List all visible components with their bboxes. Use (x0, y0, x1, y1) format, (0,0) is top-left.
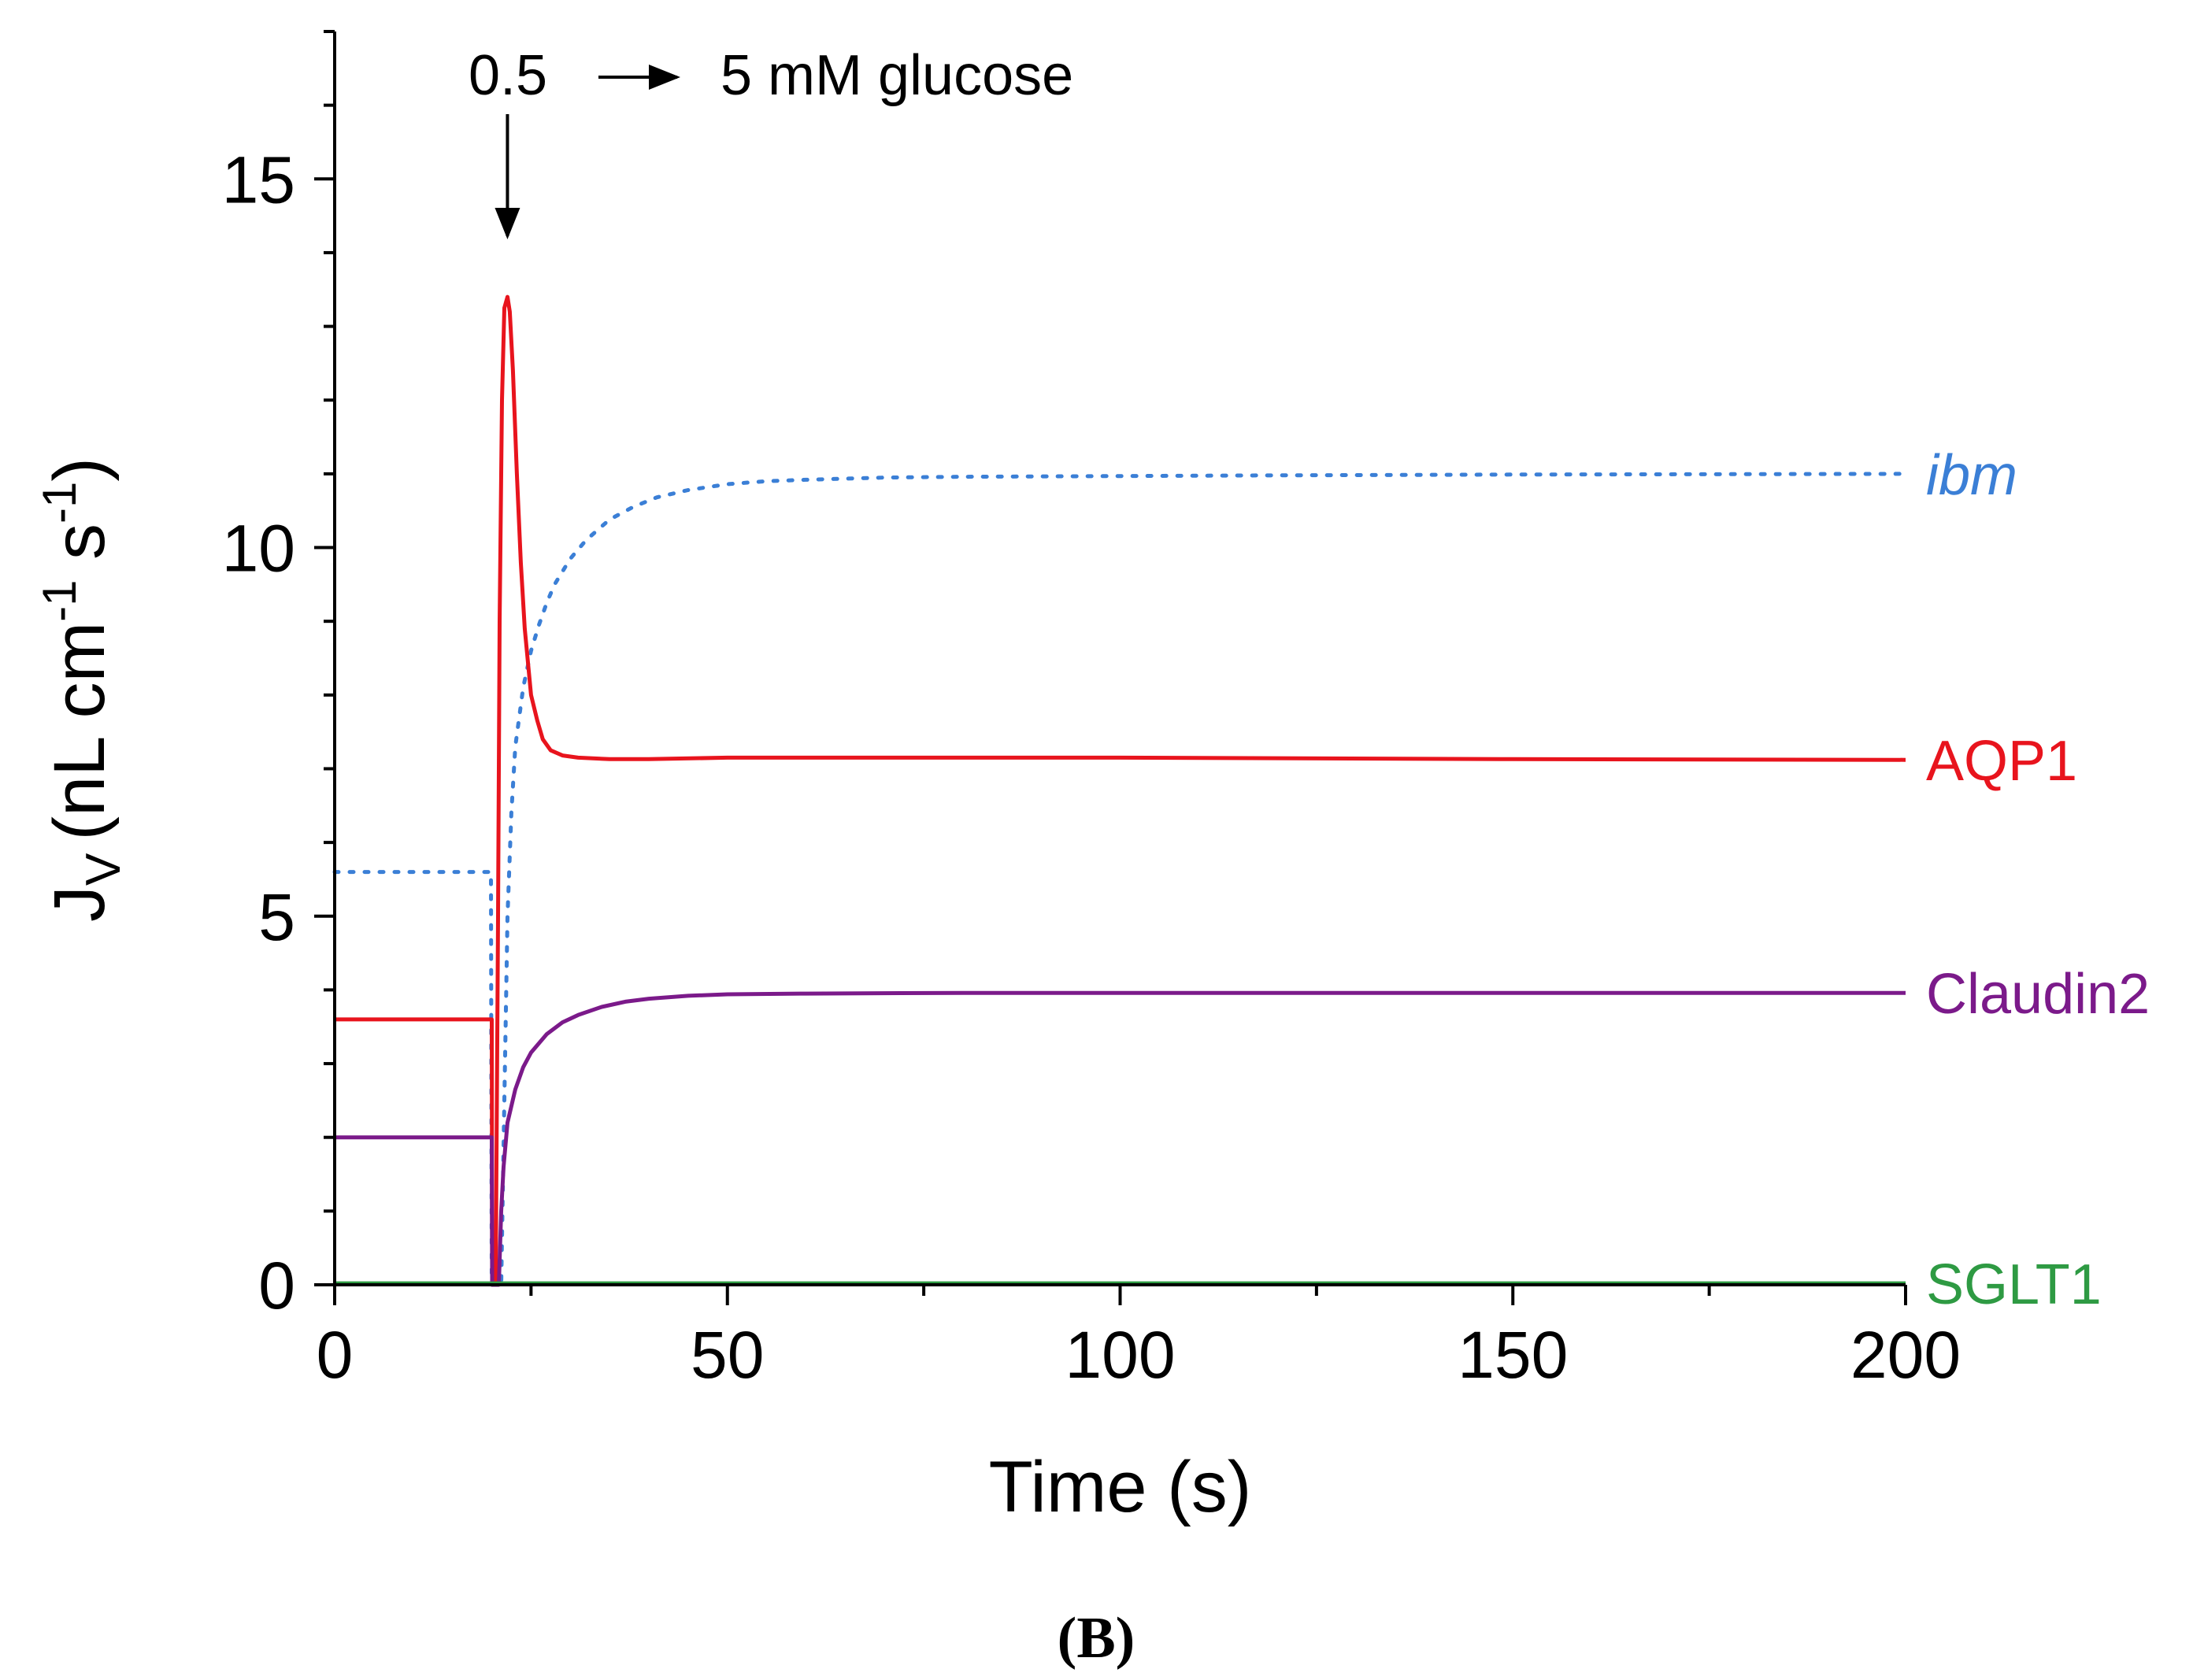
annotation-from-label: 0.5 (469, 44, 547, 107)
y-axis-title-unit-suffix: ) (39, 457, 120, 482)
x-tick-label: 0 (317, 1318, 354, 1392)
series-label-ibm: ibm (1926, 444, 2017, 507)
y-axis-title-exp1: -1 (33, 580, 86, 622)
y-tick-label: 5 (258, 880, 295, 954)
y-tick-label: 10 (222, 512, 295, 586)
y-axis-title-main: J (39, 886, 120, 922)
annotation-to-label: 5 mM glucose (721, 44, 1073, 107)
series-label-aqp1: AQP1 (1926, 730, 2077, 793)
x-tick-label: 200 (1850, 1318, 1961, 1392)
y-axis-title-unit-prefix: (nL cm (39, 622, 120, 841)
y-ticks: 0 5 10 15 (222, 30, 335, 1323)
panel-label: (B) (1058, 1606, 1135, 1671)
y-axis-title: JV(nL cm-1 s-1) (33, 457, 131, 922)
series-line-claudin2 (335, 990, 1906, 1287)
y-tick-label: 0 (258, 1249, 295, 1323)
series-layer (332, 294, 1908, 1287)
x-tick-label: 150 (1458, 1318, 1568, 1392)
y-axis-title-exp2: -1 (33, 482, 86, 524)
y-axis-title-subscript: V (76, 853, 131, 886)
x-tick-label: 100 (1065, 1318, 1175, 1392)
x-axis-title: Time (s) (989, 1447, 1252, 1527)
series-labels: ibm AQP1 Claudin2 SGLT1 (1926, 444, 2150, 1316)
x-tick-label: 50 (691, 1318, 764, 1392)
y-tick-label: 15 (222, 142, 295, 216)
x-ticks: 0 50 100 150 200 (317, 1285, 1961, 1392)
series-label-sglt1: SGLT1 (1926, 1253, 2102, 1316)
series-line-ibm (332, 472, 1908, 1287)
series-line-aqp1 (335, 294, 1906, 1287)
series-label-claudin2: Claudin2 (1926, 963, 2150, 1026)
y-axis-title-unit-mid: s (39, 524, 120, 580)
